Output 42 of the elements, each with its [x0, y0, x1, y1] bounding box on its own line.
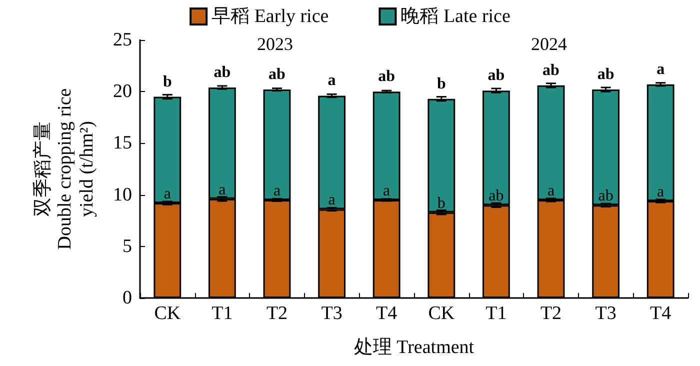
x-tick-label: T1	[486, 303, 507, 324]
data-label: b	[437, 194, 446, 212]
y-tick-label: 10	[113, 184, 132, 206]
x-tick-label: T3	[595, 303, 616, 324]
data-label: ab	[378, 68, 396, 86]
data-label: b	[162, 73, 172, 90]
y-tick-label: 0	[122, 288, 132, 308]
y-tick-label: 20	[113, 81, 132, 102]
data-label: a	[656, 60, 665, 78]
data-label: a	[273, 182, 281, 200]
x-tick-label: T1	[212, 303, 233, 324]
x-tick-label: T3	[321, 303, 342, 324]
y-tick-label: 25	[113, 30, 132, 50]
x-tick-label: CK	[154, 303, 181, 324]
data-label: a	[657, 183, 664, 200]
data-label: a	[164, 186, 171, 203]
x-tick-label: T2	[540, 303, 562, 324]
data-label: a	[383, 182, 390, 200]
y-tick-label: 15	[113, 132, 132, 154]
x-axis-title: 处理 Treatment	[354, 337, 475, 358]
x-tick-label: T2	[266, 303, 288, 324]
y-axis-title: 双季稻产量 Double cropping rice yield (t/hm²)	[32, 88, 98, 250]
annotation: 2023	[257, 34, 293, 54]
data-label: ab	[488, 67, 505, 84]
data-label: b	[436, 75, 446, 92]
legend-label: 早稻 Early rice	[212, 6, 329, 27]
data-label: a	[218, 181, 226, 198]
x-tick-label: T4	[650, 303, 672, 324]
data-label: ab	[214, 64, 231, 81]
x-tick-label: T4	[376, 303, 398, 324]
data-label: ab	[488, 188, 504, 205]
data-label: ab	[598, 188, 614, 205]
data-label: a	[328, 72, 336, 90]
x-tick-label: CK	[428, 303, 455, 324]
annotation: 2024	[531, 34, 567, 54]
data-label: a	[547, 182, 555, 200]
data-label: ab	[597, 66, 614, 84]
y-tick-label: 5	[122, 236, 132, 257]
data-label: ab	[542, 62, 560, 79]
legend-label: 晚稻 Late rice	[400, 6, 510, 27]
data-label: ab	[268, 66, 286, 84]
data-label: a	[328, 192, 336, 209]
